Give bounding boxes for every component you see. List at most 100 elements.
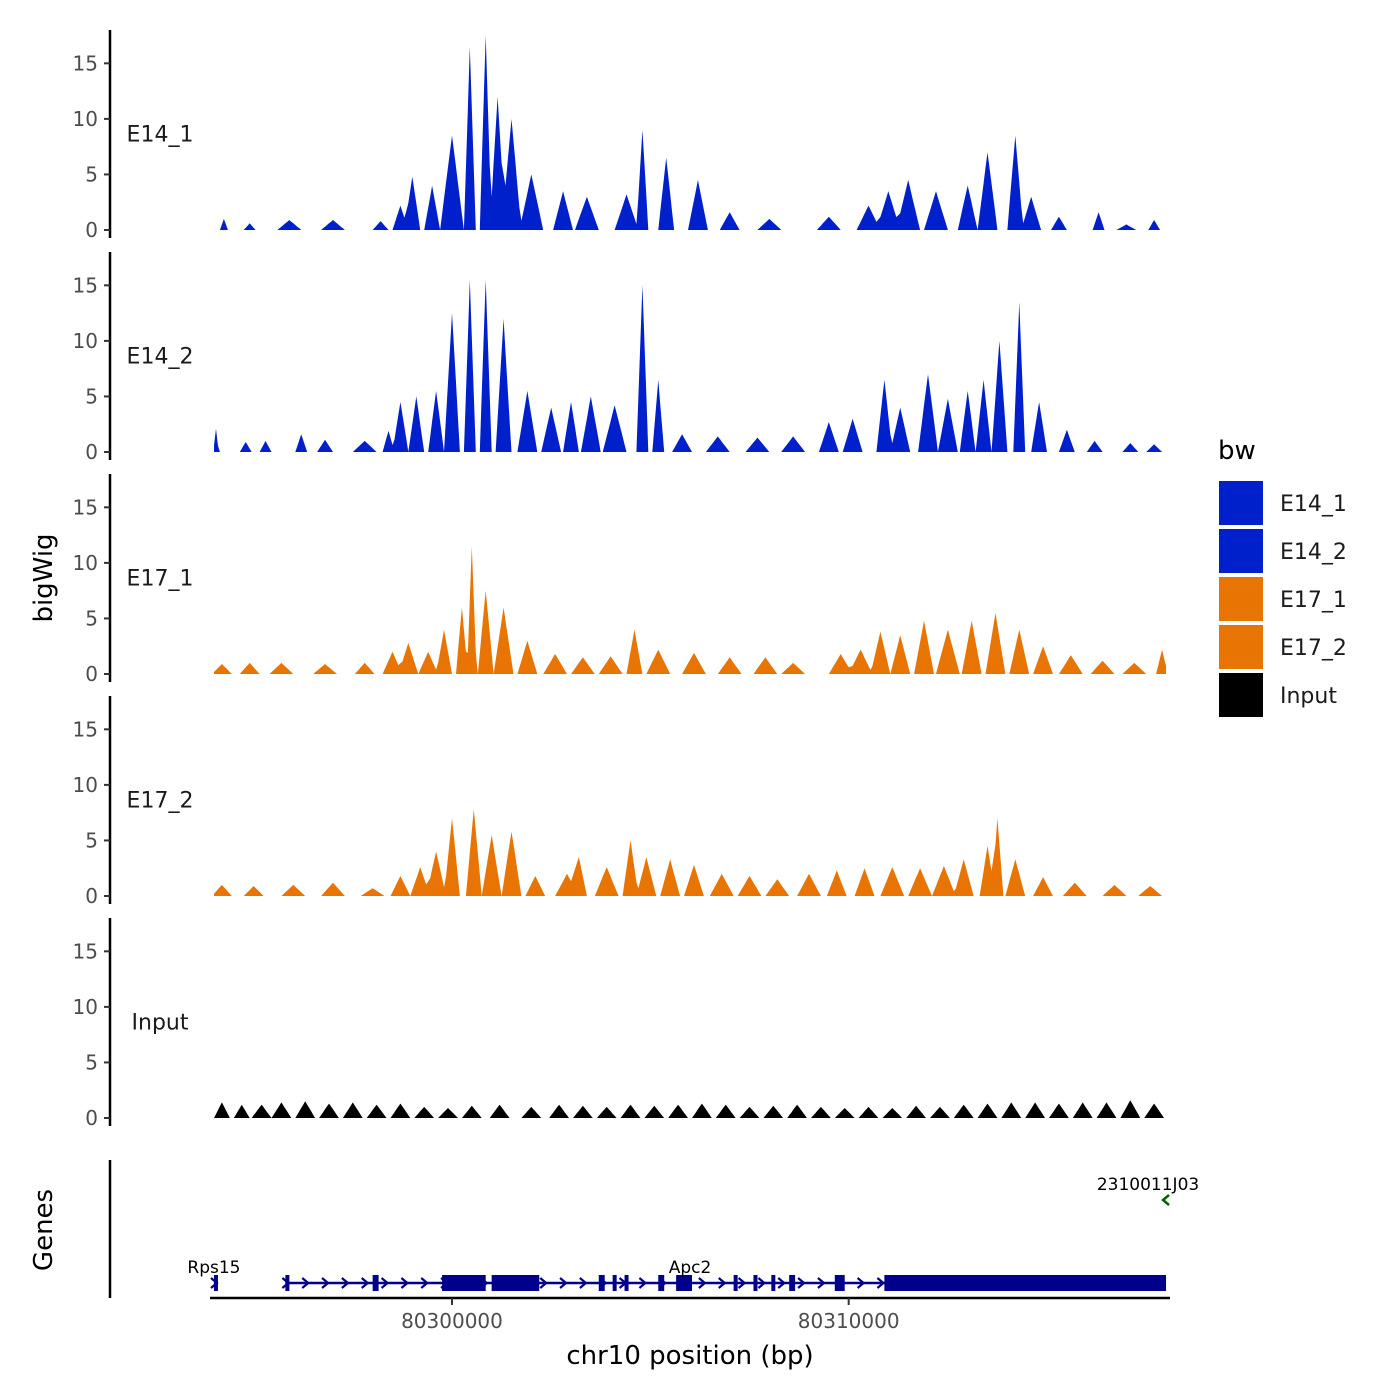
legend-item-E17_1: E17_1	[1217, 575, 1347, 623]
legend-label: E14_1	[1280, 492, 1347, 517]
y-tick-label: 10	[73, 107, 98, 131]
exon	[834, 1275, 845, 1291]
panel-E17_2: 0 5 10 15 E17_2	[73, 696, 1166, 908]
legend-label: Input	[1280, 684, 1337, 709]
gene-Apc2: Apc2	[281, 1258, 1167, 1291]
y-tick-label: 10	[73, 551, 98, 575]
panel-E17_1: 0 5 10 15 E17_1	[73, 474, 1166, 686]
y-tick-label: 0	[85, 1106, 98, 1130]
y-tick-label: 5	[85, 1050, 98, 1074]
signal-tracks: 0 5 10 15 E14_1 0 5 10 15 E14_2 0 5 10 15 E17_1 0 5 10 15 E…	[73, 30, 1166, 1130]
y-tick-label: 10	[73, 773, 98, 797]
strand-chevron	[361, 1277, 370, 1289]
genes-axis-title: Genes	[29, 1189, 59, 1271]
y-tick-label: 5	[85, 828, 98, 852]
exon	[491, 1275, 540, 1291]
x-tick-label: 80310000	[798, 1309, 900, 1333]
exon	[676, 1275, 692, 1291]
strand-chevron	[757, 1277, 767, 1289]
exon	[598, 1275, 605, 1291]
legend-item-E17_2: E17_2	[1217, 623, 1347, 671]
gene-label: Apc2	[669, 1258, 712, 1278]
y-tick-label: 5	[85, 606, 98, 630]
y-tick-label: 15	[73, 495, 98, 519]
y-axis-title: bigWig	[29, 533, 59, 622]
exon	[733, 1275, 738, 1291]
strand-chevron	[718, 1277, 727, 1289]
strand-chevron	[698, 1277, 707, 1289]
legend-item-Input: Input	[1217, 671, 1337, 719]
legend-title: bw	[1218, 436, 1256, 466]
exon	[285, 1275, 290, 1291]
area-E17_2	[214, 809, 1166, 896]
area-E14_2	[214, 279, 1166, 452]
strand-chevron	[380, 1277, 390, 1289]
legend: bw E14_1 E14_2 E17_1 E17_2 Input	[1217, 436, 1347, 719]
gene-2310011J03: 2310011J03	[1097, 1175, 1199, 1206]
exon	[789, 1275, 796, 1291]
strand-chevron	[400, 1277, 410, 1289]
exon	[658, 1275, 665, 1291]
x-axis: 80300000 80310000	[210, 1296, 1170, 1333]
y-tick-label: 10	[73, 329, 98, 353]
strand-chevron	[638, 1277, 648, 1289]
gene-label: 2310011J03	[1097, 1175, 1199, 1195]
gene-Rps15: Rps15	[187, 1258, 241, 1291]
panel-E14_2: 0 5 10 15 E14_2	[73, 252, 1166, 464]
legend-item-E14_2: E14_2	[1217, 527, 1347, 575]
y-tick-label: 0	[85, 662, 98, 686]
y-tick-label: 15	[73, 51, 98, 75]
legend-label: E17_1	[1280, 588, 1347, 613]
strand-chevron	[341, 1277, 350, 1289]
panel-E14_1: 0 5 10 15 E14_1	[73, 30, 1166, 242]
legend-item-E14_1: E14_1	[1217, 479, 1347, 527]
exon	[442, 1275, 486, 1291]
legend-label: E14_2	[1280, 540, 1347, 565]
strand-chevron	[301, 1277, 310, 1289]
legend-swatch	[1217, 575, 1265, 623]
strand-chevron	[420, 1277, 429, 1289]
strand-chevron	[856, 1277, 866, 1289]
legend-swatch	[1217, 671, 1265, 719]
strand-chevron	[777, 1277, 786, 1289]
y-tick-label: 15	[73, 717, 98, 741]
track-label-E14_2: E14_2	[127, 344, 194, 369]
y-tick-label: 5	[85, 384, 98, 408]
x-axis-title: chr10 position (bp)	[566, 1341, 813, 1371]
strand-chevron	[797, 1277, 806, 1289]
legend-swatch	[1217, 479, 1265, 527]
strand-chevron	[1161, 1194, 1170, 1206]
y-tick-label: 15	[73, 273, 98, 297]
strand-chevron	[737, 1277, 747, 1289]
y-tick-label: 15	[73, 939, 98, 963]
exon	[372, 1275, 379, 1291]
track-label-E14_1: E14_1	[127, 122, 194, 147]
strand-chevron	[539, 1277, 548, 1289]
exon	[612, 1275, 617, 1291]
x-tick-label: 80300000	[401, 1309, 503, 1333]
exon	[753, 1275, 758, 1291]
exon	[771, 1275, 776, 1291]
y-tick-label: 0	[85, 440, 98, 464]
y-tick-label: 5	[85, 162, 98, 186]
strand-chevron	[559, 1277, 568, 1289]
track-label-Input: Input	[132, 1010, 189, 1035]
area-E14_1	[214, 35, 1166, 230]
y-tick-label: 0	[85, 218, 98, 242]
y-tick-label: 10	[73, 995, 98, 1019]
legend-label: E17_2	[1280, 636, 1347, 661]
track-label-E17_1: E17_1	[127, 566, 194, 591]
strand-chevron	[321, 1277, 330, 1289]
gene-label: Rps15	[187, 1258, 240, 1278]
exon	[213, 1275, 218, 1291]
area-Input	[214, 1100, 1166, 1118]
exon	[884, 1275, 1167, 1291]
exon	[624, 1275, 629, 1291]
panel-Input: 0 5 10 15 Input	[73, 918, 1166, 1130]
legend-swatch	[1217, 623, 1265, 671]
strand-chevron	[817, 1277, 826, 1289]
track-label-E17_2: E17_2	[127, 788, 194, 813]
y-tick-label: 0	[85, 884, 98, 908]
legend-swatch	[1217, 527, 1265, 575]
